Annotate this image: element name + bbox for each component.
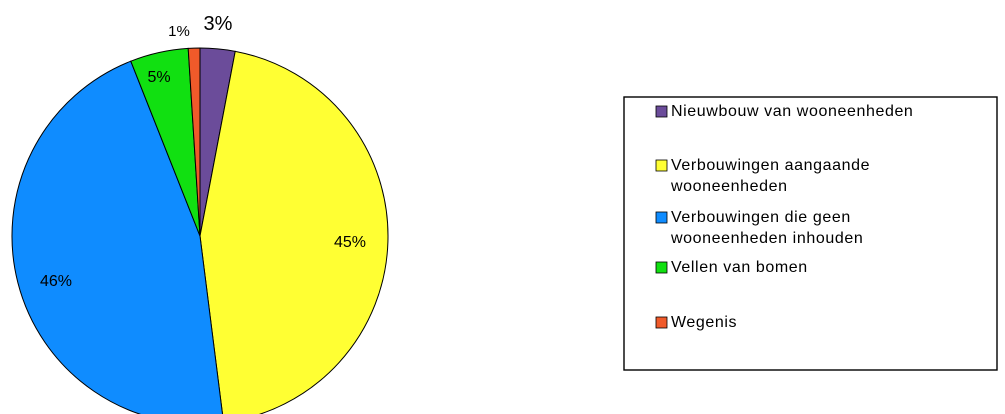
legend-swatch-4 <box>655 261 668 274</box>
legend-label-1-line-1: Nieuwbouw van wooneenheden <box>671 103 913 120</box>
legend-entry-3: Verbouwingen die geen wooneenheden inhoud… <box>655 209 863 247</box>
legend-swatch-1 <box>655 105 668 118</box>
pie-slices <box>11 47 389 414</box>
legend-entry-1: Nieuwbouw van wooneenheden <box>655 103 913 120</box>
legend-box <box>623 96 998 371</box>
slice-label-1: 3% <box>204 13 233 35</box>
legend-entry-2: Verbouwingen aangaande wooneenheden <box>655 157 870 195</box>
legend-swatch-2 <box>655 159 668 172</box>
legend-swatch-3 <box>655 211 668 224</box>
legend: Nieuwbouw van wooneenheden Verbouwingen a… <box>623 96 998 371</box>
pie-slice-5 <box>187 47 201 237</box>
legend-label-3-line-2: wooneenheden inhouden <box>670 230 863 247</box>
legend-label-3-line-1: Verbouwingen die geen <box>671 209 851 226</box>
legend-swatch-5 <box>655 316 668 329</box>
pie-labels: 3% 45% 46% 5% 1% <box>40 13 366 290</box>
legend-label-4-line-1: Vellen van bomen <box>671 259 808 276</box>
slice-label-2: 45% <box>334 234 366 251</box>
slice-label-3: 46% <box>40 273 72 290</box>
legend-label-5-line-1: Wegenis <box>671 314 737 331</box>
slice-label-4: 5% <box>147 69 170 86</box>
legend-entry-4: Vellen van bomen <box>655 259 808 276</box>
legend-label-2-line-2: wooneenheden <box>670 178 788 195</box>
legend-label-2-line-1: Verbouwingen aangaande <box>671 157 870 174</box>
pie-slice-2 <box>199 50 389 414</box>
slice-label-5: 1% <box>168 23 190 40</box>
pie-slice-3 <box>11 60 223 414</box>
legend-entry-5: Wegenis <box>655 314 737 331</box>
